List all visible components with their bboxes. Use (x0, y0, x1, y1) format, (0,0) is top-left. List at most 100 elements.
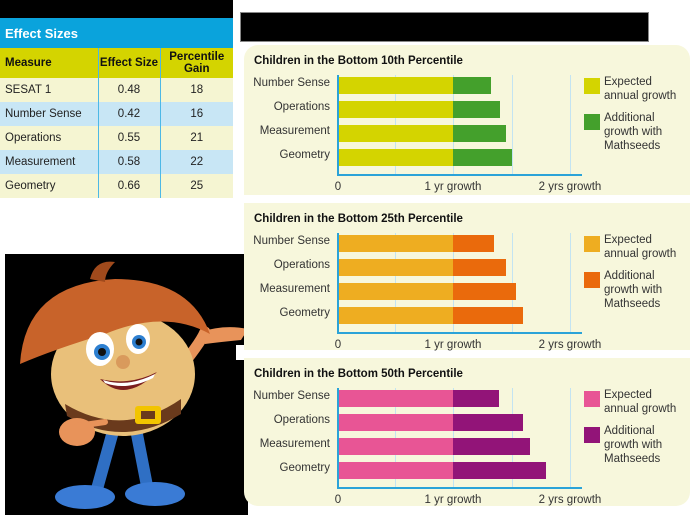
x-tick: 0 (334, 494, 342, 506)
y-label: Number Sense (253, 235, 330, 247)
gridline (395, 75, 396, 174)
cell-effect-size: 0.66 (97, 174, 160, 198)
bar-additional (453, 462, 546, 479)
table-header-row: Measure Effect Size Percentile Gain (0, 48, 233, 78)
y-label: Measurement (259, 438, 330, 450)
chart-title: Children in the Bottom 10th Percentile (254, 55, 463, 67)
y-label: Measurement (259, 283, 330, 295)
cell-effect-size: 0.58 (97, 150, 160, 174)
cell-measure: Operations (0, 126, 98, 150)
bar-expected (339, 438, 453, 455)
legend-swatch (584, 114, 600, 130)
bar-expected (339, 77, 453, 94)
bar-expected (339, 414, 453, 431)
bar-additional (453, 259, 506, 276)
bar-expected (339, 390, 453, 407)
legend-label: Additional growth with Mathseeds (604, 425, 663, 465)
legend-label: Expected annual growth (604, 234, 677, 260)
legend-item-additional: Additional growth with Mathseeds (584, 269, 688, 317)
mascot-illustration (5, 254, 248, 515)
table-row: Geometry 0.66 25 (0, 174, 233, 198)
chart-panel-25th-percentile: Children in the Bottom 25th Percentile N… (244, 203, 690, 351)
bar-expected (339, 235, 453, 252)
header-bar (240, 12, 649, 42)
cell-measure: Number Sense (0, 102, 98, 126)
bar-expected (339, 462, 453, 479)
col-header-measure: Measure (0, 48, 98, 78)
legend-item-additional: Additional growth with Mathseeds (584, 111, 688, 159)
y-label: Number Sense (253, 77, 330, 89)
x-tick: 1 yr growth (424, 494, 482, 506)
cell-measure: SESAT 1 (0, 78, 98, 102)
gridline (453, 388, 454, 487)
plot-area: Number Sense Operations Measurement Geom… (253, 75, 601, 193)
bar-expected (339, 307, 453, 324)
y-label: Geometry (279, 307, 331, 319)
gridline (512, 75, 513, 174)
gridline (395, 233, 396, 332)
legend-item-additional: Additional growth with Mathseeds (584, 424, 688, 472)
cell-effect-size: 0.42 (97, 102, 160, 126)
cell-percentile-gain: 25 (159, 174, 233, 198)
y-axis (337, 75, 339, 176)
gridline (512, 233, 513, 332)
gridline (570, 388, 571, 487)
y-label: Geometry (279, 462, 331, 474)
legend-label: Additional growth with Mathseeds (604, 112, 663, 152)
bar-additional (453, 414, 523, 431)
legend-item-expected: Expected annual growth (584, 75, 688, 111)
x-axis (337, 487, 582, 489)
y-label: Operations (273, 259, 330, 271)
legend-swatch (584, 272, 600, 288)
bar-additional (453, 390, 499, 407)
x-tick: 2 yrs growth (538, 181, 602, 193)
gridline (453, 75, 454, 174)
legend: Expected annual growth Additional growth… (584, 388, 688, 472)
cell-percentile-gain: 21 (159, 126, 233, 150)
table-row: Operations 0.55 21 (0, 126, 233, 150)
x-tick: 1 yr growth (424, 181, 482, 193)
col-header-percentile-gain: Percentile Gain (159, 48, 233, 78)
bar-additional (453, 77, 491, 94)
y-label: Geometry (279, 149, 331, 161)
x-tick: 2 yrs growth (538, 339, 602, 351)
x-axis (337, 174, 582, 176)
legend-item-expected: Expected annual growth (584, 233, 688, 269)
legend-swatch (584, 236, 600, 252)
y-label: Operations (273, 414, 330, 426)
chart-panel-50th-percentile: Children in the Bottom 50th Percentile N… (244, 358, 690, 506)
bar-expected (339, 125, 453, 142)
y-axis (337, 233, 339, 334)
legend: Expected annual growth Additional growth… (584, 75, 688, 159)
effect-sizes-table: Effect Sizes Measure Effect Size Percent… (0, 18, 233, 198)
legend-swatch (584, 427, 600, 443)
x-tick: 2 yrs growth (538, 494, 602, 506)
cell-percentile-gain: 22 (159, 150, 233, 174)
bar-expected (339, 259, 453, 276)
legend-swatch (584, 391, 600, 407)
table-row: SESAT 1 0.48 18 (0, 78, 233, 102)
gridline (512, 388, 513, 487)
y-label: Number Sense (253, 390, 330, 402)
x-tick: 0 (334, 339, 342, 351)
legend-label: Additional growth with Mathseeds (604, 270, 663, 310)
chart-panel-10th-percentile: Children in the Bottom 10th Percentile N… (244, 45, 690, 195)
x-axis (337, 332, 582, 334)
cell-measure: Geometry (0, 174, 98, 198)
x-tick: 1 yr growth (424, 339, 482, 351)
cell-percentile-gain: 16 (159, 102, 233, 126)
gridline (453, 233, 454, 332)
table-row: Number Sense 0.42 16 (0, 102, 233, 126)
y-label: Operations (273, 101, 330, 113)
bar-additional (453, 149, 512, 166)
bar-expected (339, 149, 453, 166)
legend-label: Expected annual growth (604, 76, 677, 102)
effect-sizes-grid: Measure Effect Size Percentile Gain SESA… (0, 48, 233, 198)
col-header-effect-size: Effect Size (97, 48, 160, 78)
gridline (395, 388, 396, 487)
legend-label: Expected annual growth (604, 389, 677, 415)
cell-percentile-gain: 18 (159, 78, 233, 102)
bar-expected (339, 101, 453, 118)
y-label: Measurement (259, 125, 330, 137)
gridline (570, 75, 571, 174)
